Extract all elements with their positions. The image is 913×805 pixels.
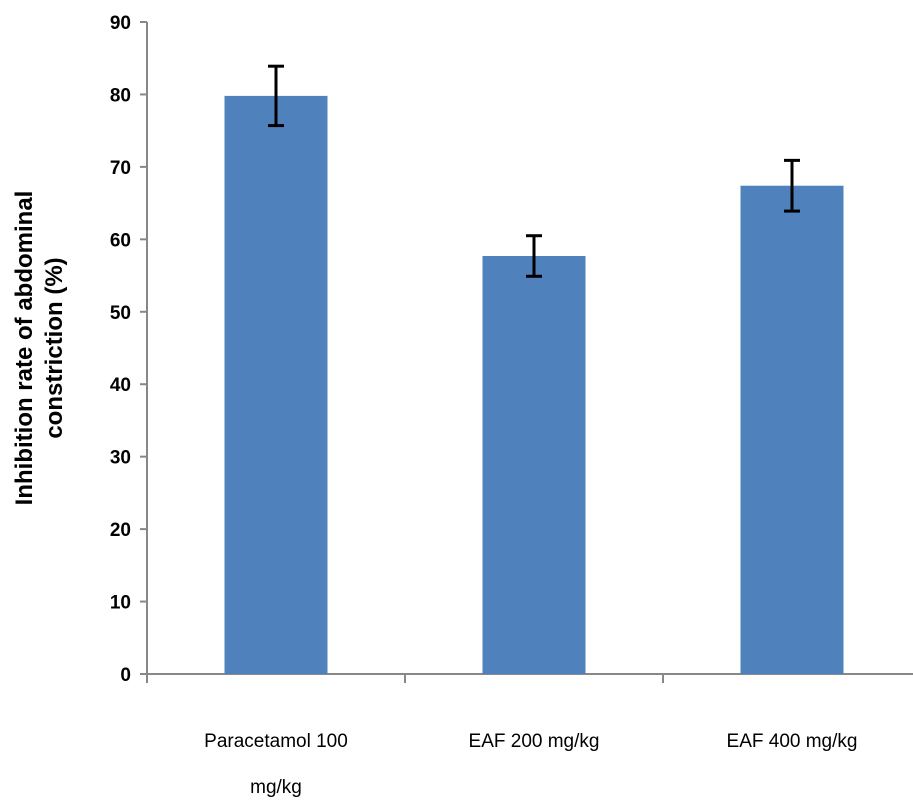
x-tick-label: Paracetamol 100 <box>204 731 348 752</box>
bar <box>740 185 844 675</box>
y-tick-label: 60 <box>110 230 131 251</box>
y-tick-label: 0 <box>120 665 131 686</box>
y-axis-label-line-2: constriction (%) <box>41 257 68 438</box>
y-tick-label: 10 <box>110 593 131 614</box>
y-tick-label: 70 <box>110 158 131 179</box>
y-tick-label: 50 <box>110 303 131 324</box>
y-axis-label: Inhibition rate of abdominal constrictio… <box>11 191 68 506</box>
x-tick-label: EAF 200 mg/kg <box>469 731 600 752</box>
y-tick-label: 20 <box>110 520 131 541</box>
y-tick-label: 90 <box>110 13 131 34</box>
x-tick-label: EAF 400 mg/kg <box>727 731 858 752</box>
y-tick-label: 30 <box>110 448 131 469</box>
bar <box>224 95 328 675</box>
x-tick-label: mg/kg <box>250 777 302 798</box>
y-tick-label: 40 <box>110 375 131 396</box>
y-axis-label-line-1: Inhibition rate of abdominal <box>11 191 38 506</box>
error-bars <box>268 64 800 278</box>
x-ticks: Paracetamol 100 mg/kg EAF 200 mg/kg EAF 400… <box>204 674 858 798</box>
bars <box>224 95 844 675</box>
y-tick-label: 80 <box>110 85 131 106</box>
y-ticks: 0 10 20 30 40 50 60 70 80 90 <box>110 13 147 686</box>
bar <box>482 255 586 675</box>
